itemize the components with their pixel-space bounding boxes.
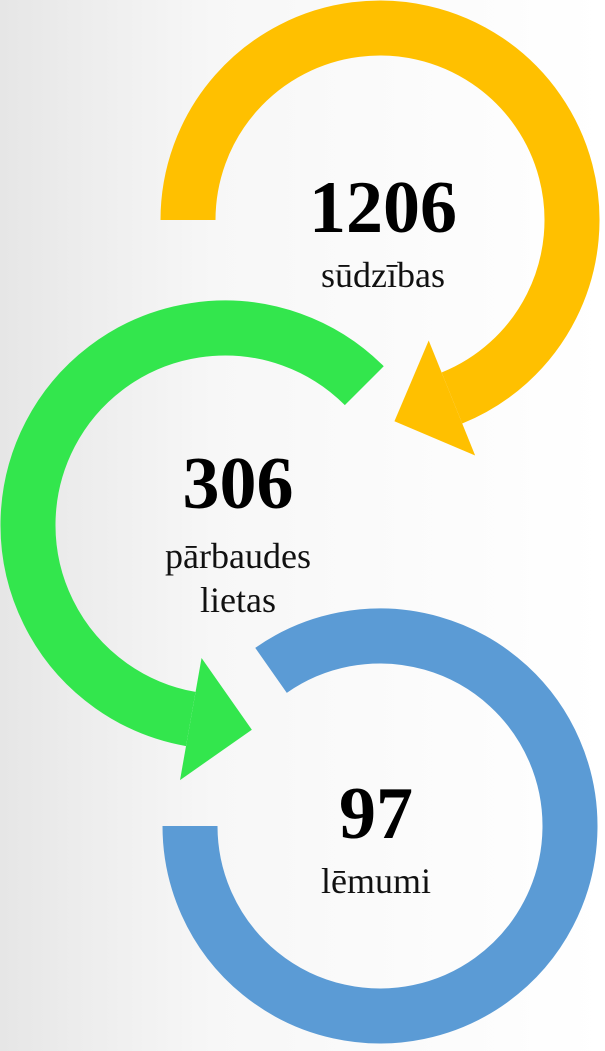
count-number: 97 bbox=[339, 773, 413, 855]
count-number: 306 bbox=[183, 443, 294, 525]
count-label: lietas bbox=[200, 580, 276, 620]
arrow-head bbox=[180, 657, 252, 781]
count-number: 1206 bbox=[309, 167, 457, 249]
count-label: pārbaudes bbox=[165, 536, 311, 576]
arc bbox=[162, 608, 598, 1044]
arrow-head bbox=[394, 340, 476, 456]
count-label: sūdzības bbox=[321, 255, 445, 295]
arc bbox=[160, 0, 600, 424]
count-label: lēmumi bbox=[321, 861, 431, 901]
arc bbox=[0, 300, 384, 747]
